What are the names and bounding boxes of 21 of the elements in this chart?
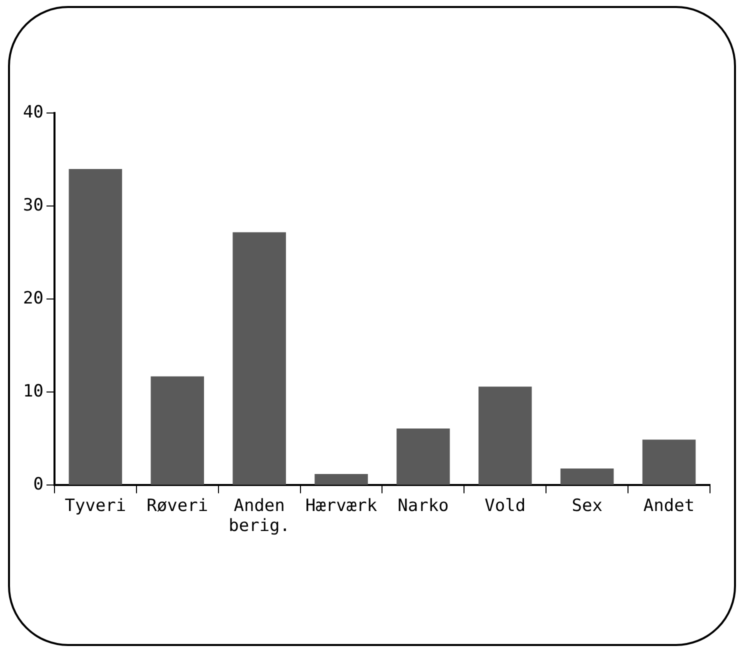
y-tick-label: 30 xyxy=(22,196,44,216)
bar xyxy=(642,440,696,485)
y-tick-label: 40 xyxy=(22,102,44,123)
x-tick-label: Vold xyxy=(484,496,526,516)
x-tick-label: Anden berig. xyxy=(228,496,290,536)
y-tick-label: 10 xyxy=(22,382,44,402)
x-tick-label: Tyveri xyxy=(64,496,126,516)
x-tick-label: Sex xyxy=(572,496,602,516)
x-tick-label: Andet xyxy=(643,496,695,516)
x-tick-label: Røveri xyxy=(146,496,208,516)
bar xyxy=(396,428,450,485)
y-tick-label: 20 xyxy=(22,288,44,309)
bar xyxy=(68,169,122,485)
x-tick-label: Hærværk xyxy=(305,496,378,516)
bar xyxy=(560,468,614,485)
y-tick-label: 0 xyxy=(33,474,44,495)
x-tick-label: Narko xyxy=(398,496,449,516)
bar xyxy=(314,474,368,485)
bar xyxy=(478,386,532,485)
bar xyxy=(150,376,204,485)
bar xyxy=(232,232,286,485)
